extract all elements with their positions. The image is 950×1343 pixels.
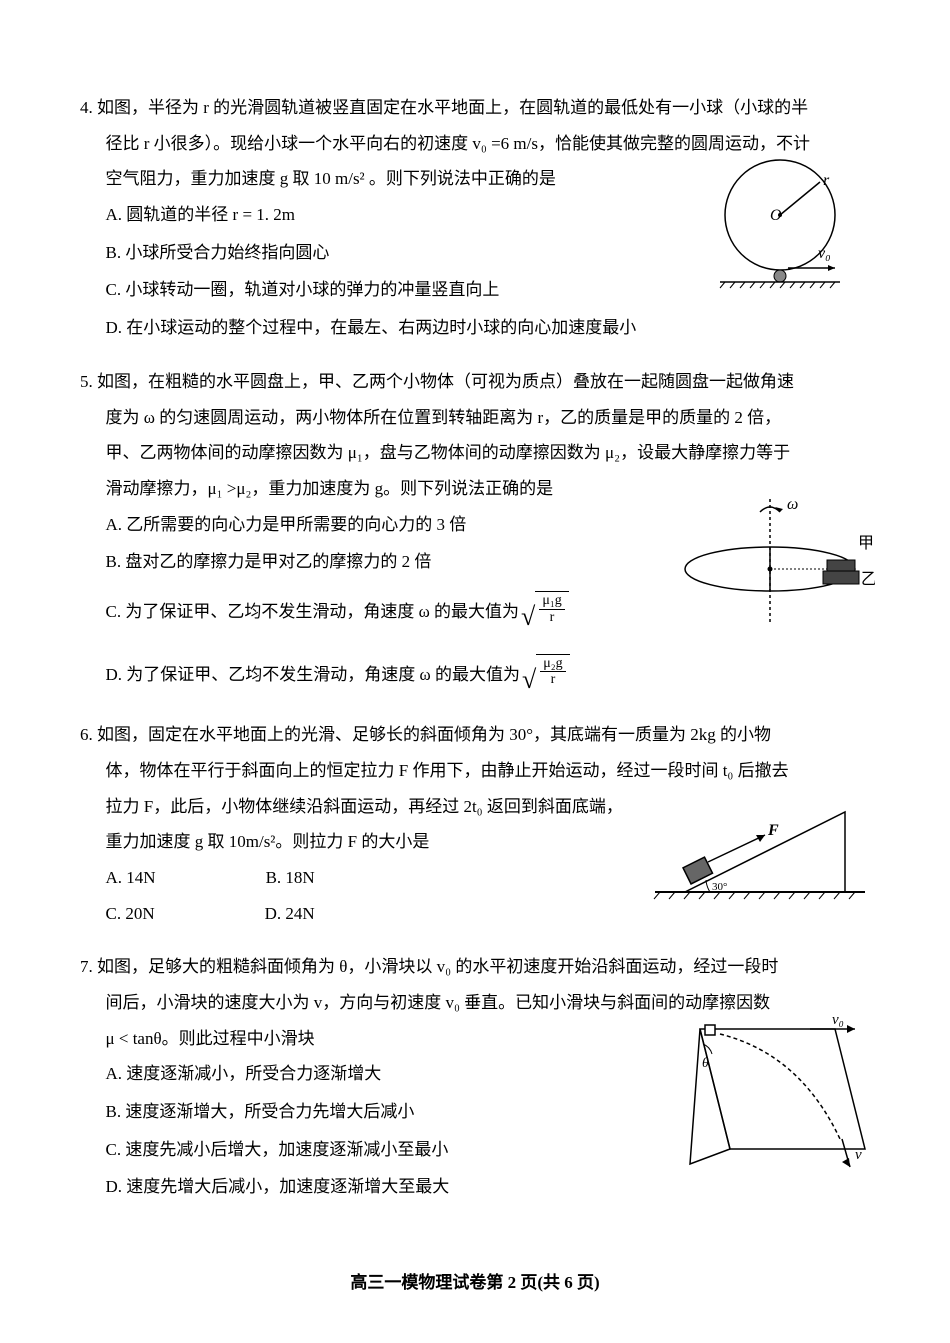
q6-number: 6. — [80, 725, 93, 744]
svg-text:F: F — [767, 822, 779, 839]
svg-text:O: O — [770, 207, 782, 224]
q5-stem-3: 甲、乙两物体间的动摩擦因数为 μ₁，盘与乙物体间的动摩擦因数为 μ₂，设最大静摩… — [80, 435, 870, 471]
q5-stem-2: 度为 ω 的匀速圆周运动，两小物体所在位置到转轴距离为 r，乙的质量是甲的质量的… — [80, 400, 870, 436]
q4-opt-d: D. 在小球运动的整个过程中，在最左、右两边时小球的向心加速度最小 — [106, 310, 871, 346]
q6-opt-b: B. 18N — [266, 860, 315, 896]
q7-stem: 7. 如图，足够大的粗糙斜面倾角为 θ，小滑块以 v₀ 的水平初速度开始沿斜面运… — [80, 949, 870, 985]
svg-text:v: v — [855, 1147, 862, 1163]
q4-stem-1: 如图，半径为 r 的光滑圆轨道被竖直固定在水平地面上，在圆轨道的最低处有一小球（… — [97, 98, 808, 117]
svg-text:30°: 30° — [712, 881, 727, 893]
q5-opt-d-text: D. 为了保证甲、乙均不发生滑动，角速度 ω 的最大值为 — [106, 665, 520, 684]
q6-opt-d: D. 24N — [265, 896, 315, 932]
svg-text:ω: ω — [787, 496, 798, 513]
q6-stem-2: 体，物体在平行于斜面向上的恒定拉力 F 作用下，由静止开始运动，经过一段时间 t… — [80, 753, 870, 789]
q6-figure: 30° F — [650, 807, 870, 907]
q5d-den: r — [548, 672, 559, 687]
svg-text:v₀: v₀ — [818, 245, 831, 262]
question-7: 7. 如图，足够大的粗糙斜面倾角为 θ，小滑块以 v₀ 的水平初速度开始沿斜面运… — [80, 949, 870, 1205]
question-5: 5. 如图，在粗糙的水平圆盘上，甲、乙两个小物体（可视为质点）叠放在一起随圆盘一… — [80, 364, 870, 699]
q5d-num: μ₂g — [540, 656, 565, 672]
q6-stem: 6. 如图，固定在水平地面上的光滑、足够长的斜面倾角为 30°，其底端有一质量为… — [80, 717, 870, 753]
q5-figure: ω 甲 乙 — [675, 494, 875, 634]
svg-text:r: r — [823, 172, 830, 189]
q4-figure: O r v₀ — [700, 150, 860, 290]
q7-stem-1: 如图，足够大的粗糙斜面倾角为 θ，小滑块以 v₀ 的水平初速度开始沿斜面运动，经… — [97, 957, 778, 976]
q5-opt-c-text: C. 为了保证甲、乙均不发生滑动，角速度 ω 的最大值为 — [106, 602, 520, 621]
q5c-den: r — [547, 610, 558, 625]
question-4: 4. 如图，半径为 r 的光滑圆轨道被竖直固定在水平地面上，在圆轨道的最低处有一… — [80, 90, 870, 346]
q5-stem-1: 如图，在粗糙的水平圆盘上，甲、乙两个小物体（可视为质点）叠放在一起随圆盘一起做角… — [97, 372, 794, 391]
q4-number: 4. — [80, 98, 93, 117]
svg-text:乙: 乙 — [861, 571, 875, 588]
q6-opt-a: A. 14N — [106, 860, 156, 896]
question-6: 6. 如图，固定在水平地面上的光滑、足够长的斜面倾角为 30°，其底端有一质量为… — [80, 717, 870, 931]
svg-text:v₀: v₀ — [832, 1012, 844, 1028]
q5-opt-d: D. 为了保证甲、乙均不发生滑动，角速度 ω 的最大值为√μ₂gr — [106, 645, 871, 700]
q6-stem-1: 如图，固定在水平地面上的光滑、足够长的斜面倾角为 30°，其底端有一质量为 2k… — [97, 725, 771, 744]
q5-number: 5. — [80, 372, 93, 391]
q5c-num: μ₁g — [539, 593, 564, 609]
q5-stem: 5. 如图，在粗糙的水平圆盘上，甲、乙两个小物体（可视为质点）叠放在一起随圆盘一… — [80, 364, 870, 400]
q6-opt-c: C. 20N — [106, 896, 155, 932]
q7-figure: θ v₀ v — [670, 1009, 870, 1179]
q7-number: 7. — [80, 957, 93, 976]
q4-stem: 4. 如图，半径为 r 的光滑圆轨道被竖直固定在水平地面上，在圆轨道的最低处有一… — [80, 90, 870, 126]
svg-text:θ: θ — [702, 1056, 709, 1071]
page-footer: 高三一模物理试卷第 2 页(共 6 页) — [80, 1265, 870, 1301]
svg-text:甲: 甲 — [858, 535, 874, 552]
